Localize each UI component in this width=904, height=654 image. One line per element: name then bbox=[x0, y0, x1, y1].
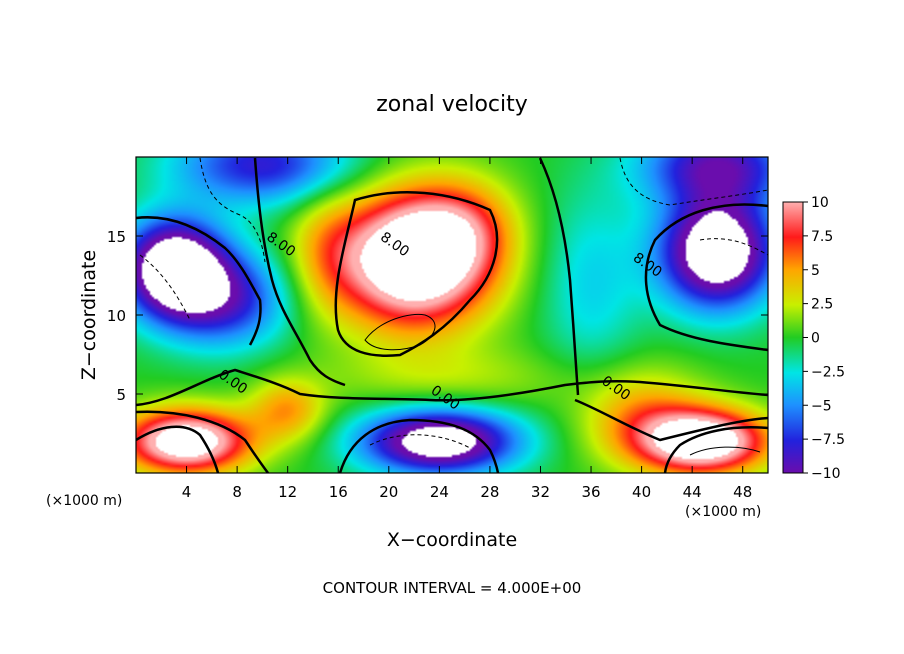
contour-minus-four-a bbox=[199, 157, 266, 263]
colorbar-tick-label: −7.5 bbox=[811, 432, 845, 448]
colorbar-ticks: 10 7.5 5 2.5 0 −2.5 −5 −7.5 −10 bbox=[803, 195, 845, 482]
contour-minus-four-e bbox=[369, 434, 471, 449]
x-tick-label: 32 bbox=[531, 483, 550, 501]
colorbar-tick-label: 5 bbox=[811, 263, 820, 279]
contour-four-right-inner bbox=[689, 446, 761, 456]
x-tick-label: 36 bbox=[581, 483, 600, 501]
y-axis-label: Z−coordinate bbox=[78, 250, 100, 380]
x-tick-label: 12 bbox=[278, 483, 297, 501]
y-tick-label: 10 bbox=[107, 307, 126, 325]
y-tick-label: 5 bbox=[116, 386, 126, 404]
contour-minus-four-c bbox=[139, 254, 191, 321]
colorbar bbox=[782, 201, 804, 474]
colorbar-tick-label: 0 bbox=[811, 331, 820, 347]
heatmap-field bbox=[136, 157, 768, 473]
contour-zero-lower bbox=[136, 368, 768, 407]
x-tick-label: 28 bbox=[480, 483, 499, 501]
x-unit-label: (×1000 m) bbox=[685, 504, 761, 520]
contour-eight-lower-left bbox=[136, 425, 220, 473]
y-unit-label: (×1000 m) bbox=[46, 493, 122, 509]
contour-eight-center bbox=[334, 191, 499, 357]
x-tick-label: 40 bbox=[632, 483, 651, 501]
colorbar-tick-label: 2.5 bbox=[811, 297, 833, 313]
contour-minus-four-b bbox=[619, 157, 768, 206]
y-tick-label: 15 bbox=[107, 228, 126, 246]
contour-zero-lower-right bbox=[574, 398, 768, 442]
contour-zero-mid bbox=[253, 157, 346, 387]
chart-title: zonal velocity bbox=[376, 92, 528, 117]
x-tick-label: 48 bbox=[733, 483, 752, 501]
contour-zero-lower-band bbox=[136, 410, 270, 473]
x-tick-label: 4 bbox=[182, 483, 192, 501]
colorbar-tick-label: 10 bbox=[811, 195, 829, 211]
y-axis-ticks: 5 10 15 bbox=[107, 228, 768, 404]
contour-lines bbox=[136, 157, 768, 473]
colorbar-tick-label: −2.5 bbox=[811, 364, 845, 380]
contour-eight-right bbox=[644, 203, 768, 352]
contour-minus-four-d bbox=[699, 238, 768, 256]
x-tick-label: 8 bbox=[232, 483, 242, 501]
contour-zero-right bbox=[538, 157, 580, 396]
x-axis-ticks: 4 8 12 16 20 24 28 32 36 40 44 48 bbox=[182, 157, 752, 501]
contour-eight-lower-right bbox=[663, 426, 768, 473]
colorbar-tick-label: −10 bbox=[811, 466, 841, 482]
contour-interval-note: CONTOUR INTERVAL = 4.000E+00 bbox=[323, 579, 582, 597]
x-tick-label: 44 bbox=[683, 483, 702, 501]
colorbar-tick-label: −5 bbox=[811, 398, 832, 414]
x-tick-label: 16 bbox=[329, 483, 348, 501]
x-tick-label: 24 bbox=[430, 483, 449, 501]
x-tick-label: 20 bbox=[379, 483, 398, 501]
contour-eight-left bbox=[136, 216, 262, 346]
contour-four-inner bbox=[364, 313, 436, 351]
colorbar-tick-label: 7.5 bbox=[811, 229, 833, 245]
x-axis-label: X−coordinate bbox=[387, 529, 517, 551]
contour-eight-lower-mid bbox=[338, 418, 500, 473]
